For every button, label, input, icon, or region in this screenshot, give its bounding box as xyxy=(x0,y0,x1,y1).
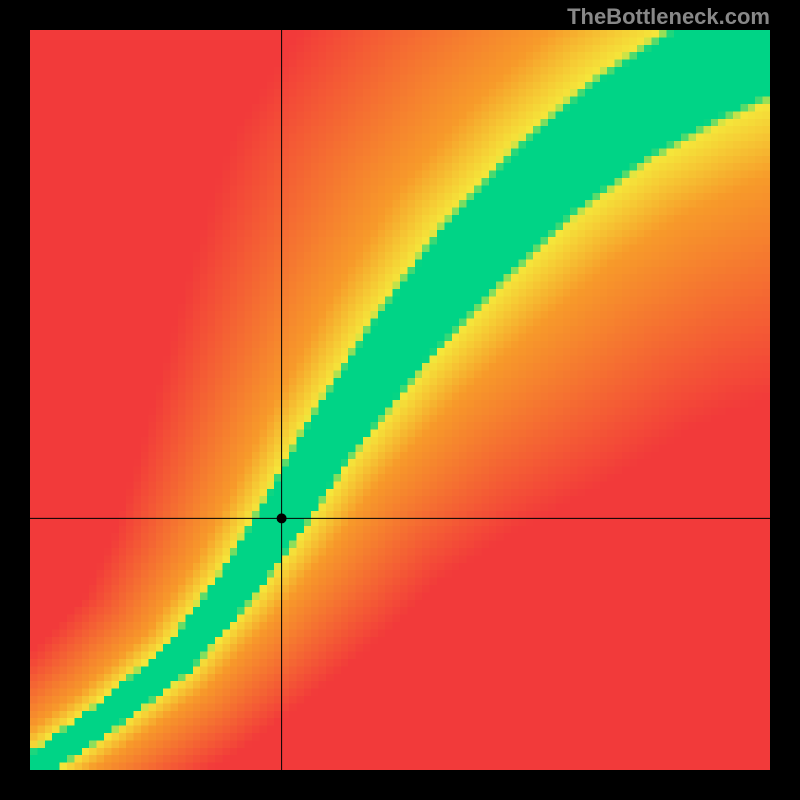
chart-container: TheBottleneck.com xyxy=(0,0,800,800)
watermark-text: TheBottleneck.com xyxy=(567,4,770,30)
bottleneck-heatmap xyxy=(30,30,770,770)
plot-area xyxy=(30,30,770,770)
